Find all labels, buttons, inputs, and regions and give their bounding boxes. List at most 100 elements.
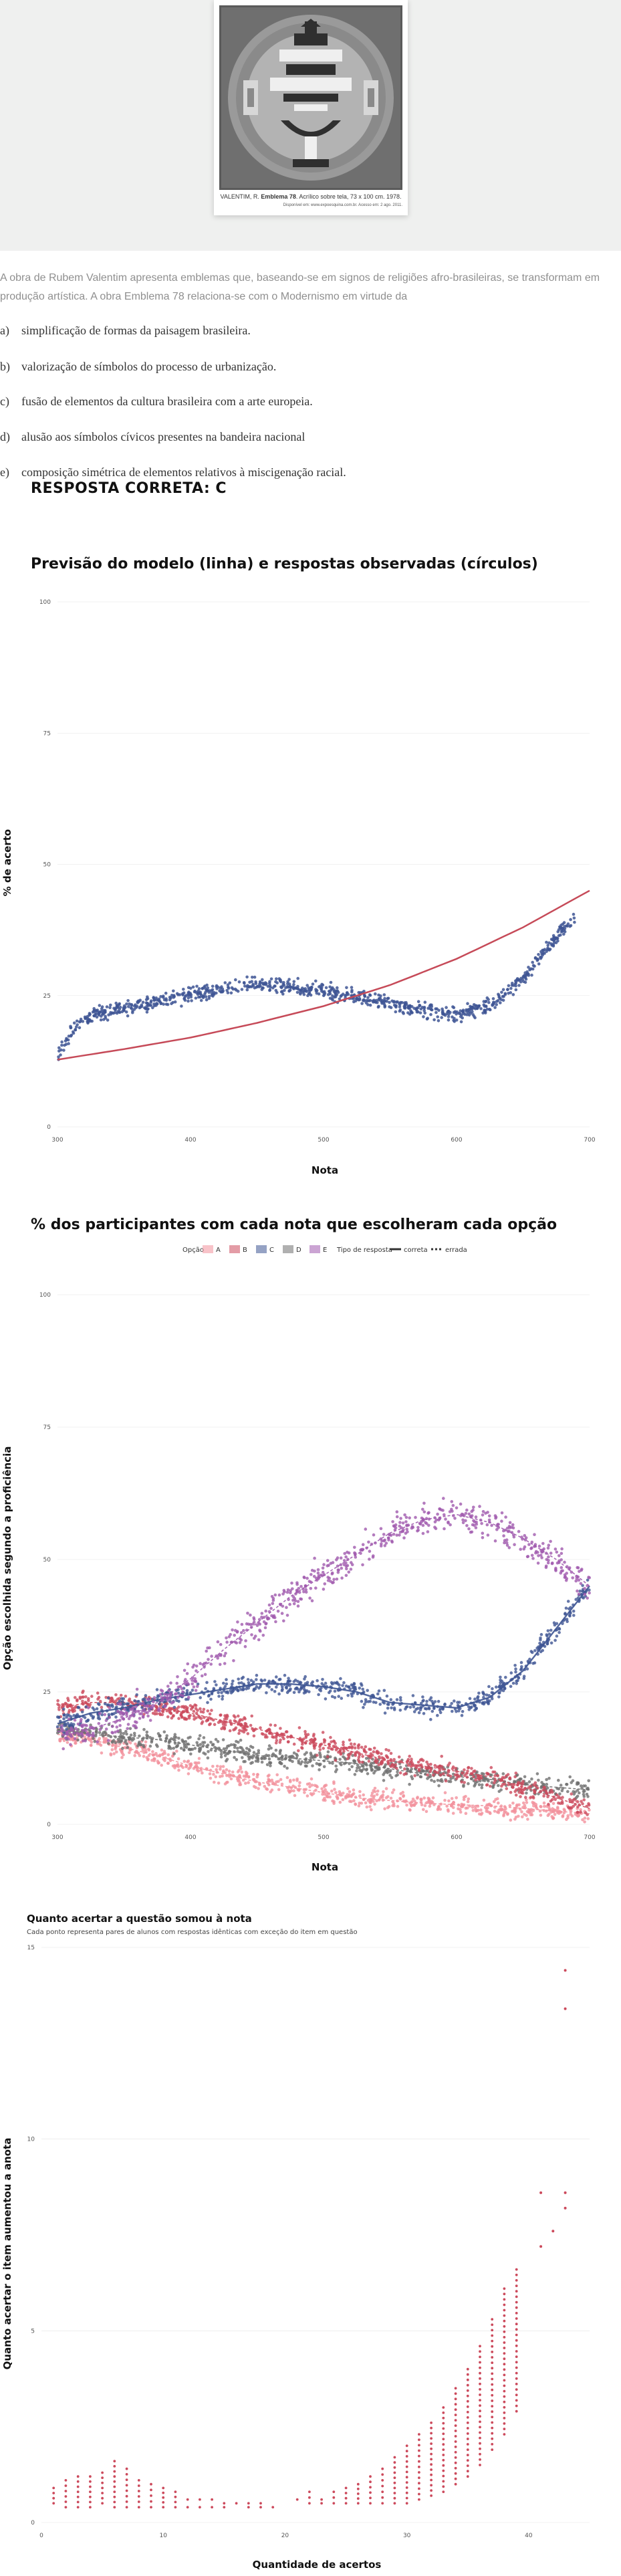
- gain-point: [503, 2390, 506, 2393]
- option-c[interactable]: c) fusão de elementos da cultura brasilei…: [0, 395, 605, 409]
- gain-point: [101, 2492, 104, 2494]
- option-point-b: [543, 1786, 547, 1790]
- option-point-b: [264, 1733, 267, 1737]
- option-point-d: [462, 1784, 465, 1787]
- option-point-e: [427, 1524, 430, 1527]
- option-point-e: [337, 1568, 340, 1572]
- option-a[interactable]: a) simplificação de formas da paisagem br…: [0, 324, 605, 338]
- option-point-a: [237, 1780, 240, 1783]
- gain-point: [89, 2490, 92, 2493]
- option-point-d: [371, 1768, 374, 1772]
- option-point-a: [253, 1778, 256, 1782]
- observed-point: [483, 1010, 487, 1013]
- option-point-e: [531, 1557, 535, 1560]
- option-point-d: [253, 1751, 256, 1754]
- option-point-a: [563, 1808, 566, 1811]
- option-point-a: [342, 1798, 345, 1802]
- option-point-b: [441, 1765, 444, 1768]
- observed-point: [545, 941, 548, 944]
- observed-point: [172, 990, 175, 993]
- option-point-d: [439, 1780, 443, 1783]
- option-point-e: [578, 1579, 581, 1582]
- observed-point: [184, 998, 187, 1002]
- option-point-a: [459, 1810, 463, 1814]
- observed-point: [197, 996, 201, 999]
- option-b[interactable]: b) valorização de símbolos do processo de…: [0, 360, 605, 374]
- gain-point: [503, 2401, 506, 2403]
- observed-point: [466, 1002, 469, 1005]
- option-point-a: [90, 1741, 94, 1744]
- option-point-e: [131, 1708, 134, 1711]
- option-e[interactable]: e) composição simétrica de elementos rela…: [0, 465, 605, 479]
- option-point-c: [386, 1695, 389, 1698]
- option-point-d: [155, 1743, 158, 1747]
- x-tick-label: 600: [451, 1834, 462, 1841]
- gain-point: [491, 2394, 493, 2397]
- option-point-e: [120, 1715, 124, 1719]
- option-point-b: [237, 1715, 240, 1718]
- option-point-c: [572, 1610, 576, 1613]
- gain-point: [503, 2433, 506, 2436]
- option-point-a: [330, 1790, 334, 1793]
- option-point-b: [550, 1789, 553, 1792]
- x-axis-label: Nota: [312, 1861, 338, 1873]
- option-point-a: [216, 1765, 219, 1768]
- option-point-d: [239, 1746, 242, 1749]
- option-point-a: [281, 1783, 284, 1786]
- option-point-d: [530, 1778, 533, 1781]
- option-point-e: [268, 1604, 271, 1607]
- gain-point: [406, 2486, 408, 2489]
- option-d[interactable]: d) alusão aos símbolos cívicos presentes …: [0, 430, 605, 444]
- observed-point: [331, 998, 334, 1002]
- gain-point: [101, 2497, 104, 2500]
- observed-point: [130, 1003, 134, 1006]
- option-point-e: [426, 1530, 430, 1533]
- option-point-e: [138, 1717, 142, 1720]
- option-point-a: [405, 1804, 408, 1807]
- y-tick-label: 5: [31, 2328, 35, 2335]
- option-point-e: [561, 1570, 564, 1573]
- option-point-d: [408, 1783, 411, 1786]
- y-tick-label: 75: [43, 1424, 51, 1431]
- observed-point: [253, 976, 257, 979]
- gain-point: [467, 2400, 469, 2403]
- gain-point: [503, 2357, 506, 2360]
- observed-point: [130, 1006, 133, 1010]
- gain-point: [503, 2347, 506, 2349]
- option-point-e: [382, 1533, 386, 1536]
- option-point-b: [328, 1743, 331, 1746]
- option-point-d: [94, 1740, 97, 1743]
- option-point-e: [416, 1526, 420, 1529]
- observed-point: [262, 982, 265, 986]
- option-point-e: [486, 1511, 489, 1514]
- option-point-b: [186, 1708, 189, 1711]
- option-point-e: [302, 1590, 305, 1594]
- option-point-c: [339, 1677, 342, 1681]
- option-point-a: [432, 1796, 435, 1800]
- gain-point: [394, 2497, 396, 2500]
- gain-point: [442, 2464, 445, 2467]
- gain-point: [89, 2506, 92, 2508]
- option-point-d: [372, 1772, 376, 1775]
- option-point-b: [185, 1717, 189, 1721]
- option-point-e: [191, 1666, 195, 1669]
- gain-point: [430, 2474, 432, 2476]
- gain-point: [89, 2496, 92, 2498]
- option-point-b: [426, 1763, 430, 1766]
- option-point-c: [135, 1693, 138, 1697]
- option-point-a: [467, 1798, 471, 1801]
- gain-point: [467, 2389, 469, 2392]
- option-point-c: [334, 1690, 337, 1693]
- option-point-e: [422, 1532, 425, 1535]
- gain-point: [503, 2292, 506, 2295]
- observed-point: [108, 1006, 112, 1010]
- option-point-e: [588, 1592, 591, 1595]
- option-point-b: [507, 1783, 510, 1786]
- option-point-b: [496, 1774, 499, 1778]
- option-point-a: [526, 1818, 529, 1821]
- option-point-b: [249, 1724, 253, 1727]
- option-point-b: [452, 1765, 455, 1769]
- option-point-e: [219, 1654, 223, 1657]
- gain-point: [515, 2312, 518, 2315]
- option-point-d: [342, 1755, 345, 1759]
